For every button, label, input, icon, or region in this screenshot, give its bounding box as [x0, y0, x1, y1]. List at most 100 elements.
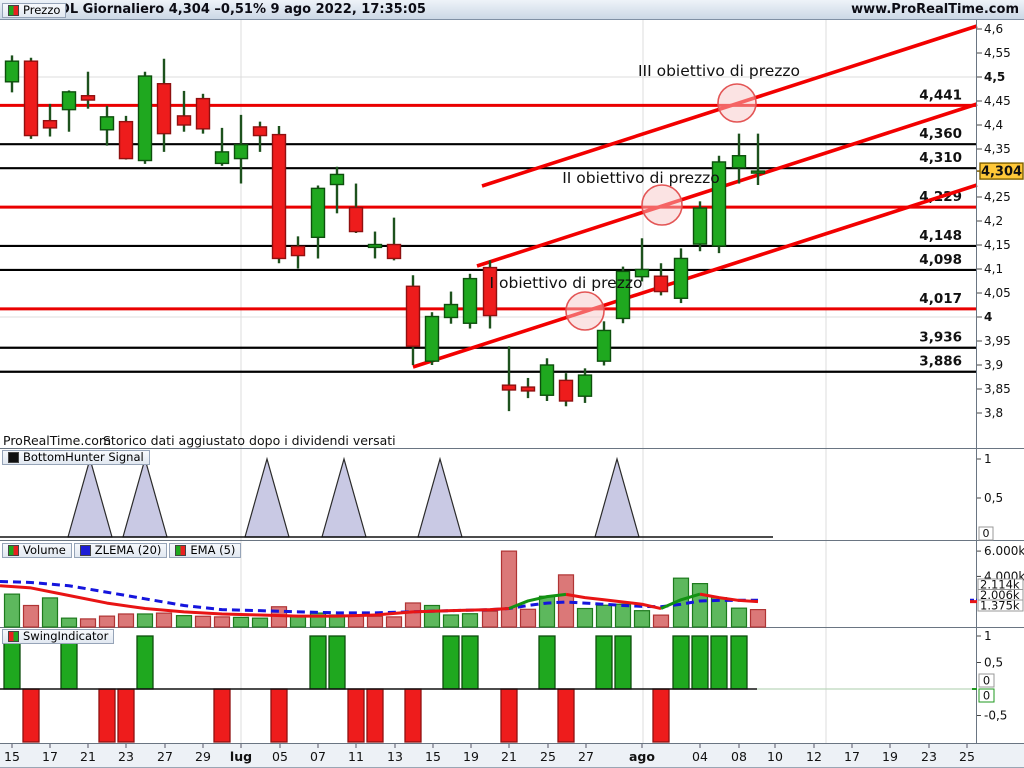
x-tick-label: 13	[387, 749, 403, 764]
x-tick-label: 15	[4, 749, 20, 764]
chart-title: UNIPOL Giornaliero 4,304 –0,51% 9 ago 20…	[23, 2, 426, 17]
swing-bar-up	[710, 635, 728, 690]
legend-swingindicator[interactable]: SwingIndicator	[2, 628, 115, 644]
ema-line-red	[0, 584, 510, 618]
ema-series-icon	[175, 545, 187, 556]
swing-bar-down	[270, 688, 288, 743]
candle-up	[233, 143, 249, 160]
volume-value-label: 2.006k	[980, 588, 1020, 602]
legend-bottomhunter[interactable]: BottomHunter Signal	[2, 450, 150, 465]
legend-ema-label: EMA (5)	[190, 542, 236, 557]
volume-bar-up	[595, 604, 613, 628]
x-tick-label: 10	[767, 749, 783, 764]
trendline	[412, 183, 978, 369]
volume-bar-down	[22, 604, 40, 628]
candle-down	[348, 206, 364, 233]
trendline	[476, 102, 978, 268]
level-label: 4,098	[919, 252, 962, 268]
candle-up	[615, 270, 631, 320]
volume-tick-label: 6.000k	[984, 544, 1024, 558]
candle-down	[271, 133, 287, 260]
target-annotation: I obiettivo di prezzo	[490, 274, 643, 292]
ema-line-red	[565, 592, 662, 610]
swing-tick-label: 1	[984, 629, 992, 643]
candle-down	[482, 266, 498, 317]
level-label: 3,886	[919, 354, 962, 370]
swing-bar-up	[672, 635, 690, 690]
legend-zlema-label: ZLEMA (20)	[94, 542, 162, 557]
x-tick-label: 27	[157, 749, 173, 764]
swing-bar-down	[557, 688, 575, 743]
x-tick-label: 07	[310, 749, 326, 764]
candle-up	[673, 257, 689, 299]
candle-up	[634, 268, 650, 278]
candle-down	[156, 83, 172, 135]
candle-up	[61, 91, 77, 111]
x-tick-label: 27	[578, 749, 594, 764]
candle-up	[711, 161, 727, 247]
candle-up	[692, 207, 708, 245]
swing-bar-down	[652, 688, 670, 743]
bh-zero-label: 0	[983, 527, 990, 540]
swing-series-icon	[8, 631, 19, 642]
price-tick-label: 4,55	[984, 46, 1011, 60]
ema-line-green	[508, 592, 567, 610]
candle-up	[329, 173, 345, 186]
swing-bar-up	[136, 635, 154, 690]
legend-swingindicator-label: SwingIndicator	[23, 628, 109, 643]
candle-up	[750, 170, 766, 174]
candle-up	[137, 75, 153, 162]
watermark: ProRealTime.com	[3, 433, 111, 448]
bh-tick-label: 1	[984, 452, 992, 466]
x-tick-label: 04	[692, 749, 708, 764]
swing-bar-down	[22, 688, 40, 743]
x-tick-label: 17	[844, 749, 860, 764]
candle-up	[731, 155, 747, 169]
x-tick-label: 23	[921, 749, 937, 764]
candle-up	[310, 187, 326, 239]
signal-spike	[67, 456, 113, 538]
signal-spike	[244, 456, 290, 538]
volume-bar-down	[652, 614, 670, 628]
volume-bar-up	[730, 607, 748, 628]
site-link[interactable]: www.ProRealTime.com	[851, 2, 1019, 17]
bottomhunter-pane: 10,50	[0, 452, 1003, 541]
x-tick-label: 19	[882, 749, 898, 764]
swing-tick-label: -0,5	[984, 709, 1007, 723]
volume-legend-row: Volume ZLEMA (20) EMA (5)	[2, 542, 242, 558]
current-price-label: 4,304	[981, 165, 1022, 180]
price-series-icon	[8, 5, 19, 16]
legend-prezzo[interactable]: Prezzo	[2, 3, 67, 18]
x-tick-label: ago	[629, 749, 655, 764]
volume-bar-up	[633, 610, 651, 628]
price-tick-label: 4,1	[984, 262, 1003, 276]
legend-zlema[interactable]: ZLEMA (20)	[73, 542, 168, 558]
candle-down	[386, 243, 402, 260]
chart-canvas[interactable]: 4,4414,3604,3104,2294,1484,0984,0173,936…	[0, 20, 1024, 768]
swing-bar-up	[461, 635, 479, 690]
level-label: 4,310	[919, 150, 962, 166]
volume-bar-up	[576, 607, 594, 628]
volume-bar-up	[3, 593, 21, 628]
price-tick-label: 4,6	[984, 22, 1003, 36]
volume-bar-down	[98, 615, 116, 628]
candle-down	[118, 120, 134, 160]
volume-bar-down	[194, 615, 212, 628]
price-tick-label: 3,85	[984, 382, 1011, 396]
price-tick-label: 3,8	[984, 406, 1003, 420]
candle-up	[214, 151, 230, 165]
target-circle	[565, 291, 605, 331]
volume-bar-down	[749, 609, 767, 628]
price-tick-label: 4	[984, 310, 992, 324]
volume-series-icon	[8, 545, 19, 556]
signal-spike	[122, 456, 168, 538]
legend-volume[interactable]: Volume	[2, 543, 72, 558]
bottomhunter-series-icon	[8, 452, 19, 463]
swing-bar-up	[614, 635, 632, 690]
legend-ema[interactable]: EMA (5)	[169, 542, 242, 558]
ema-line-red	[699, 592, 759, 604]
candle-up	[596, 329, 612, 362]
candle-down	[23, 60, 39, 137]
volume-bar-up	[232, 616, 250, 628]
